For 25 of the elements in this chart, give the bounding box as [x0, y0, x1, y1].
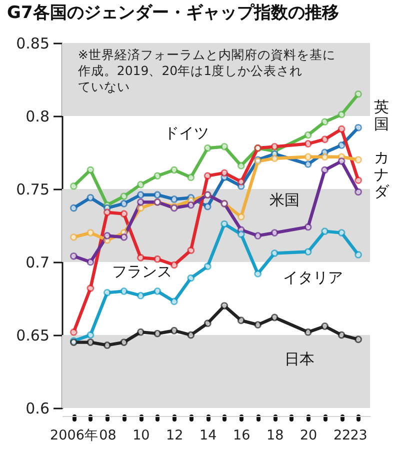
x-tick-label: 20 [300, 428, 318, 444]
y-tick-label: 0.8 [26, 108, 50, 126]
y-tick-label: 0.7 [26, 254, 50, 272]
x-tick-label: 12 [166, 428, 184, 444]
series-label: 米国 [270, 190, 300, 209]
y-tick-label: 0.6 [26, 400, 50, 418]
x-tick-label: 18 [266, 428, 284, 444]
y-tick-label: 0.85 [16, 34, 50, 52]
x-tick-label: 16 [233, 428, 250, 444]
x-tick-label: 08 [99, 428, 116, 444]
y-tick-label: 0.65 [16, 326, 50, 344]
x-tick-label: 23 [350, 428, 368, 444]
series-label: 日本 [284, 350, 315, 368]
series-label: フランス [112, 262, 172, 280]
series-label: 英国 [374, 98, 390, 134]
x-tick-label: 22 [333, 428, 351, 444]
x-tick-label: 2006年 [50, 428, 98, 444]
x-tick-label: 14 [200, 428, 217, 444]
series-label: カナダ [374, 148, 390, 201]
y-tick-label: 0.75 [16, 180, 50, 198]
chart-title: G7各国のジェンダー・ギャップ指数の推移 [7, 3, 339, 23]
annotation: ※世界経済フォーラムと内閣府の資料を基に作成。2019、20年は1度しか公表されていない [76, 46, 336, 94]
series-label: イタリア [282, 268, 343, 286]
series-label: ドイツ [164, 124, 210, 142]
x-tick-label: 10 [132, 428, 150, 444]
